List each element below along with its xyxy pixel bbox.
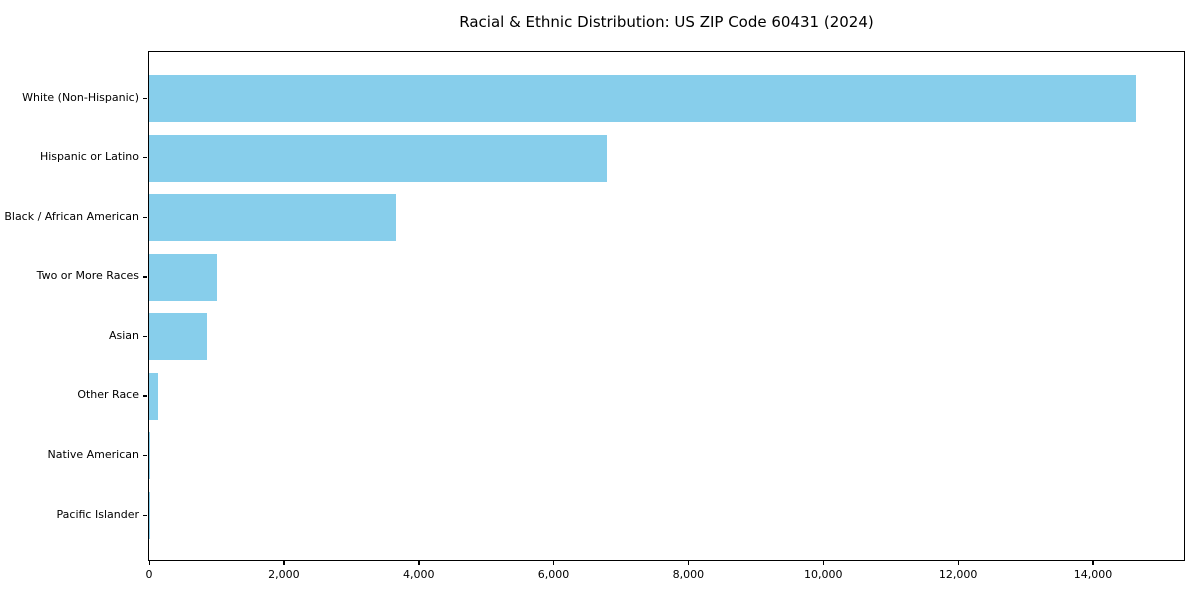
x-tick-label: 6,000 bbox=[537, 568, 570, 581]
y-tick-mark bbox=[143, 97, 147, 99]
x-tick-label: 10,000 bbox=[804, 568, 843, 581]
x-tick-mark bbox=[1092, 561, 1094, 565]
bar bbox=[149, 134, 607, 182]
x-tick-label: 8,000 bbox=[672, 568, 705, 581]
y-tick-mark bbox=[143, 276, 147, 278]
x-tick-label: 4,000 bbox=[402, 568, 435, 581]
y-tick-mark bbox=[143, 335, 147, 338]
x-tick-label: 2,000 bbox=[268, 568, 300, 581]
y-tick-label: Asian bbox=[108, 328, 139, 342]
y-tick-mark bbox=[143, 454, 147, 457]
y-tick-label: White (Non-Hispanic) bbox=[22, 90, 139, 104]
bar bbox=[149, 372, 159, 420]
bar bbox=[149, 194, 396, 242]
bar bbox=[149, 492, 150, 539]
x-tick-label: 0 bbox=[145, 568, 153, 581]
bar bbox=[149, 313, 207, 361]
x-tick-mark bbox=[822, 561, 825, 565]
y-tick-mark bbox=[143, 514, 147, 516]
bar bbox=[149, 75, 1137, 122]
x-tick-label: 12,000 bbox=[938, 568, 978, 581]
x-tick-label: 14,000 bbox=[1073, 568, 1113, 581]
y-tick-mark bbox=[143, 216, 147, 218]
y-tick-mark bbox=[143, 395, 147, 397]
x-tick-mark bbox=[553, 561, 555, 565]
x-tick-mark bbox=[418, 561, 420, 565]
plot-area bbox=[148, 51, 1185, 561]
y-tick-mark bbox=[143, 157, 147, 159]
bar bbox=[149, 253, 218, 301]
bar bbox=[149, 432, 151, 480]
y-tick-label: Two or More Races bbox=[36, 269, 139, 283]
x-tick-mark bbox=[687, 561, 690, 565]
y-tick-label: Native American bbox=[47, 447, 139, 461]
chart-title: Racial & Ethnic Distribution: US ZIP Cod… bbox=[459, 13, 874, 31]
y-tick-label: Other Race bbox=[77, 388, 139, 402]
y-tick-label: Hispanic or Latino bbox=[39, 150, 139, 164]
x-tick-mark bbox=[283, 561, 285, 565]
x-tick-mark bbox=[957, 561, 959, 565]
y-tick-label: Black / African American bbox=[4, 209, 139, 223]
x-tick-mark bbox=[148, 561, 150, 565]
y-tick-label: Pacific Islander bbox=[56, 507, 139, 521]
